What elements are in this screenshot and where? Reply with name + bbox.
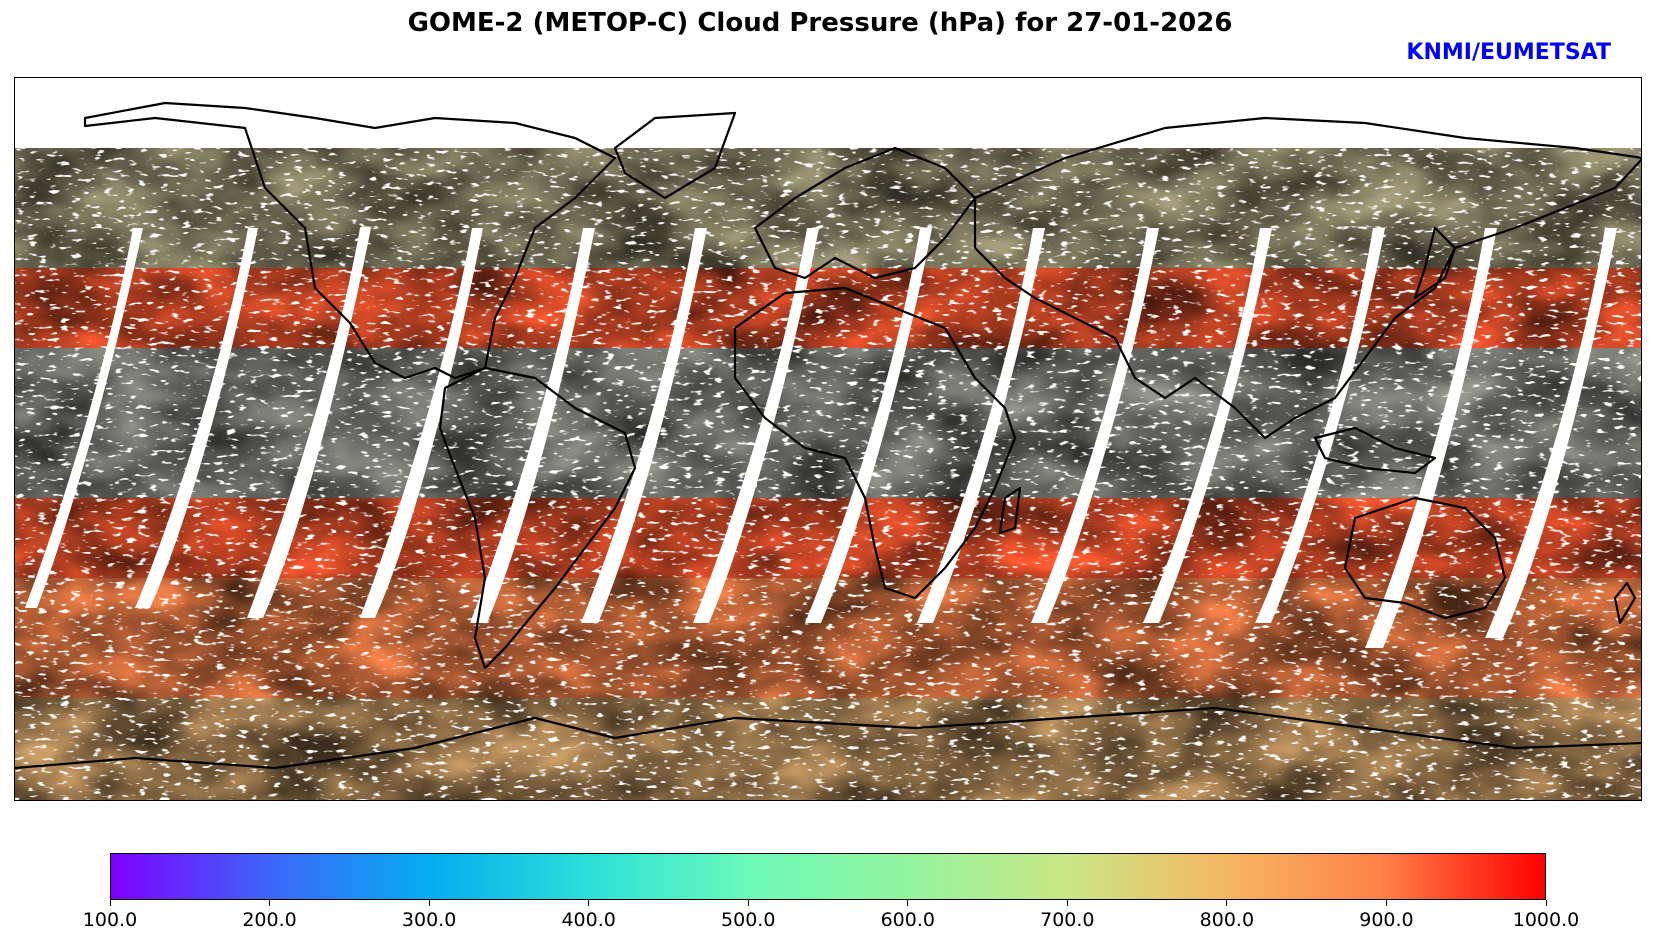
map-canvas (15, 78, 1641, 800)
cloud-pressure-map (14, 77, 1642, 801)
orbit-gap (1485, 228, 1617, 638)
orbit-gaps (25, 228, 1617, 648)
colorbar-tick-label: 100.0 (82, 909, 138, 931)
coast-asia (973, 116, 1641, 440)
coast-north-america (83, 101, 617, 380)
orbit-gap (1143, 228, 1272, 623)
colorbar-tick (1545, 900, 1547, 906)
coast-indonesia (1313, 426, 1437, 475)
credit-label: KNMI/EUMETSAT (1406, 40, 1611, 65)
coast-africa (733, 286, 1017, 600)
orbit-gap (917, 228, 1045, 623)
colorbar-tick (907, 900, 909, 906)
colorbar-tick (1226, 900, 1228, 906)
colorbar-tick-label: 800.0 (1199, 909, 1255, 931)
orbit-gap (360, 228, 483, 618)
colorbar-tick-label: 900.0 (1359, 909, 1414, 931)
coast-japan (1413, 226, 1457, 300)
colorbar (110, 853, 1546, 900)
map-title: GOME-2 (METOP-C) Cloud Pressure (hPa) fo… (407, 8, 1233, 38)
coast-greenland (613, 111, 737, 200)
colorbar-tick (1385, 900, 1387, 906)
orbit-gap (581, 228, 707, 623)
colorbar-tick-label: 1000.0 (1512, 909, 1580, 931)
colorbar-tick (588, 900, 590, 906)
orbit-gap (1365, 228, 1497, 648)
colorbar-tick (109, 900, 111, 906)
orbit-gap (25, 228, 143, 608)
coast-australia (1343, 496, 1507, 620)
orbit-gap (247, 228, 371, 618)
coast-madagascar (998, 486, 1022, 535)
orbit-gap (1255, 228, 1385, 623)
colorbar-tick-label: 600.0 (880, 909, 935, 931)
orbit-gap (1031, 228, 1159, 623)
coast-new-zealand (1613, 581, 1637, 625)
coastlines (15, 101, 1641, 770)
field-clear-speckles (15, 138, 1641, 800)
coast-europe (753, 146, 977, 280)
colorbar-tick-label: 700.0 (1040, 909, 1095, 931)
colorbar-tick (747, 900, 749, 906)
coast-south-america (438, 366, 637, 670)
colorbar-tick-label: 300.0 (401, 909, 457, 931)
colorbar-tick-label: 400.0 (561, 909, 616, 931)
coast-antarctica (15, 706, 1641, 770)
colorbar-tick-label: 200.0 (242, 909, 297, 931)
arctic-no-data (15, 78, 1641, 148)
colorbar-tick (269, 900, 271, 906)
orbit-gap (470, 228, 595, 623)
colorbar-tick (428, 900, 430, 906)
colorbar-tick-label: 500.0 (721, 909, 776, 931)
orbit-gap (135, 228, 258, 608)
colorbar-tick (1066, 900, 1068, 906)
orbit-gap (805, 228, 932, 623)
orbit-gap (693, 228, 819, 623)
